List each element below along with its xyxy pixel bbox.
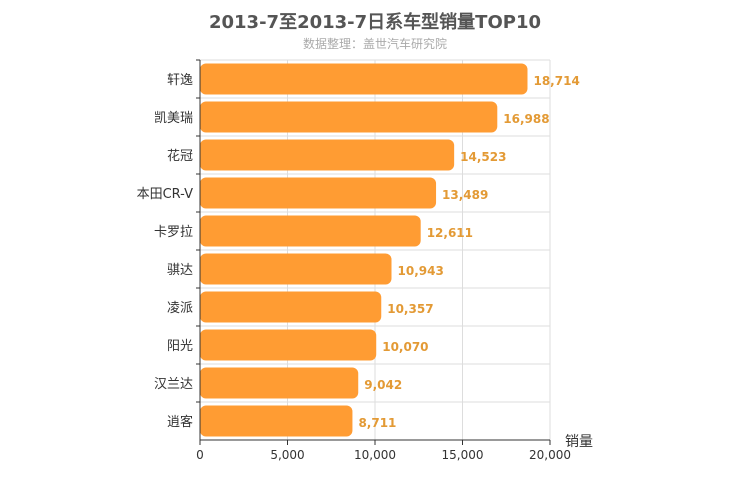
bar xyxy=(200,367,359,399)
x-tick-label: 0 xyxy=(196,448,204,462)
category-label: 凯美瑞 xyxy=(154,111,193,126)
bar-value-label: 14,523 xyxy=(460,150,506,164)
category-label: 轩逸 xyxy=(167,73,193,88)
bar xyxy=(200,329,377,361)
chart-title: 2013-7至2013-7日系车型销量TOP10 xyxy=(208,12,541,33)
category-label: 本田CR-V xyxy=(137,187,194,202)
bar xyxy=(200,405,353,437)
bar xyxy=(200,291,382,323)
bars: 18,714 16,988 14,523 13,489 12,611 10,943 10,3… xyxy=(200,63,580,437)
category-label: 阳光 xyxy=(167,339,193,354)
category-label: 花冠 xyxy=(167,148,193,164)
bar xyxy=(200,101,498,133)
bar xyxy=(200,139,455,171)
x-axis-title: 销量 xyxy=(565,434,593,450)
bar xyxy=(200,63,528,95)
category-label: 骐达 xyxy=(167,263,193,278)
category-label: 逍客 xyxy=(167,414,193,430)
category-label: 卡罗拉 xyxy=(154,225,193,240)
x-tick-label: 10,000 xyxy=(354,448,396,462)
bar-value-label: 8,711 xyxy=(358,416,396,430)
bar-value-label: 12,611 xyxy=(427,226,473,240)
bar xyxy=(200,215,421,247)
bar-value-label: 10,070 xyxy=(382,340,428,354)
bar-value-label: 18,714 xyxy=(533,74,579,88)
chart-subtitle: 数据整理：盖世汽车研究院 xyxy=(302,37,447,51)
category-label: 凌派 xyxy=(167,301,193,316)
bar-value-label: 10,943 xyxy=(398,264,444,278)
x-tick-label: 20,000 xyxy=(529,448,571,462)
bar-value-label: 13,489 xyxy=(442,188,488,202)
bar xyxy=(200,177,437,209)
x-tick-label: 5,000 xyxy=(270,448,304,462)
bar-value-label: 10,357 xyxy=(387,302,433,316)
bar xyxy=(200,253,392,285)
x-tick-label: 15,000 xyxy=(442,448,484,462)
bar-value-label: 16,988 xyxy=(503,112,549,126)
bar-value-label: 9,042 xyxy=(364,378,402,392)
category-label: 汉兰达 xyxy=(154,377,193,392)
